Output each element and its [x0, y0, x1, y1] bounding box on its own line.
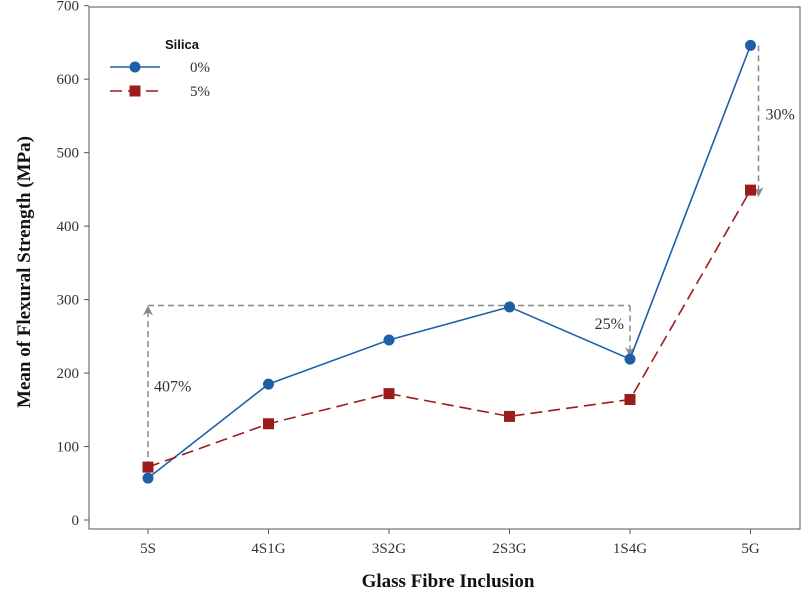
annotation-label-407: 407% — [154, 378, 191, 395]
data-point — [383, 388, 395, 400]
legend-label-1: 5% — [190, 84, 210, 100]
y-tick-label: 500 — [57, 146, 80, 162]
data-point — [263, 378, 274, 390]
x-tick-label: 5S — [140, 541, 156, 557]
legend-label-0: 0% — [190, 60, 210, 76]
data-point — [504, 301, 515, 313]
data-point — [624, 394, 636, 406]
x-tick-label: 2S3G — [492, 541, 526, 557]
data-point — [142, 472, 154, 484]
data-point — [745, 184, 756, 196]
x-tick-label: 1S4G — [613, 541, 647, 557]
data-point — [263, 418, 274, 430]
data-point — [504, 410, 515, 422]
x-tick-label: 4S1G — [251, 541, 285, 557]
legend-marker-1 — [129, 85, 141, 97]
y-tick-label: 600 — [57, 72, 80, 88]
x-axis-title: Glass Fibre Inclusion — [362, 571, 535, 592]
y-axis-title: Mean of Flexural Strength (MPa) — [14, 136, 35, 408]
plot-frame — [88, 6, 801, 530]
data-point — [624, 353, 636, 365]
x-tick-label: 3S2G — [372, 541, 406, 557]
y-tick-label: 0 — [72, 513, 80, 529]
annotation-label-30: 30% — [766, 107, 795, 124]
x-axis: 5S 4S1G 3S2G 2S3G 1S4G 5G — [140, 529, 760, 557]
data-point — [745, 39, 756, 51]
legend-marker-0 — [129, 61, 141, 73]
y-tick-label: 300 — [57, 293, 80, 309]
annotations: 407% 25% 30% — [143, 45, 795, 468]
annotation-label-25: 25% — [595, 316, 624, 333]
series-line-0 — [147, 45, 752, 479]
y-tick-label: 100 — [57, 440, 80, 456]
y-tick-label: 700 — [57, 0, 80, 15]
y-tick-label: 400 — [57, 219, 80, 235]
legend-title: Silica — [165, 37, 200, 52]
series-line-1 — [147, 189, 752, 468]
legend: Silica 0% 5% — [110, 37, 210, 100]
data-point — [383, 334, 395, 346]
series-layer — [142, 39, 756, 484]
data-point — [142, 461, 154, 473]
y-axis: 0 100 200 300 400 500 600 700 — [57, 0, 89, 529]
y-tick-label: 200 — [57, 366, 80, 382]
x-tick-label: 5G — [741, 541, 760, 557]
